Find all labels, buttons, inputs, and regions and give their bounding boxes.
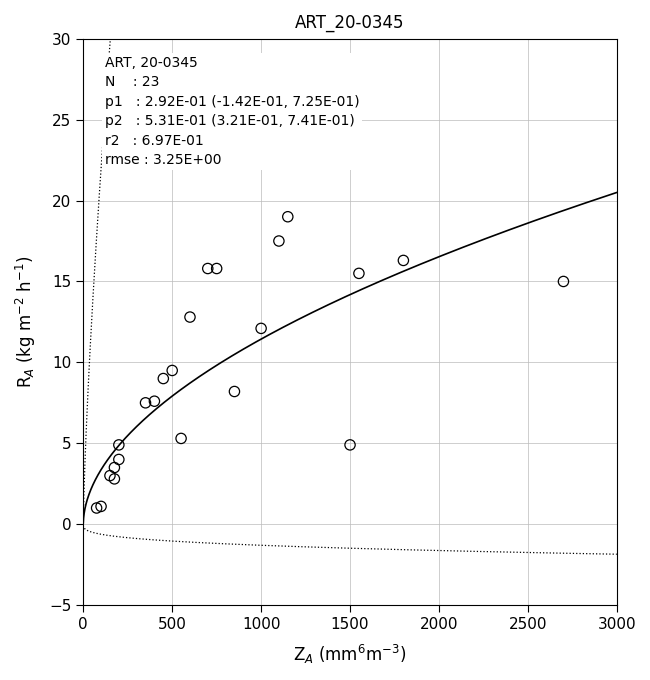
Point — [256, 323, 266, 334]
Point — [140, 397, 151, 408]
Point — [114, 454, 124, 465]
X-axis label: Z$_A$ (mm$^6$m$^{-3}$): Z$_A$ (mm$^6$m$^{-3}$) — [293, 643, 407, 666]
Point — [345, 439, 356, 450]
Point — [109, 462, 120, 473]
Point — [229, 386, 240, 397]
Point — [274, 235, 284, 246]
Text: ART, 20-0345
N    : 23
p1   : 2.92E-01 (-1.42E-01, 7.25E-01)
p2   : 5.31E-01 (3.: ART, 20-0345 N : 23 p1 : 2.92E-01 (-1.42… — [105, 56, 359, 167]
Point — [211, 263, 222, 274]
Title: ART_20-0345: ART_20-0345 — [295, 14, 405, 32]
Point — [92, 503, 102, 513]
Point — [158, 373, 168, 384]
Point — [185, 311, 195, 322]
Point — [558, 276, 569, 287]
Point — [114, 439, 124, 450]
Point — [105, 470, 115, 481]
Point — [167, 365, 177, 376]
Point — [283, 211, 293, 222]
Point — [354, 268, 364, 279]
Point — [150, 396, 160, 407]
Point — [203, 263, 213, 274]
Point — [176, 433, 187, 444]
Y-axis label: R$_A$ (kg m$^{-2}$ h$^{-1}$): R$_A$ (kg m$^{-2}$ h$^{-1}$) — [14, 256, 38, 388]
Point — [109, 473, 120, 484]
Point — [398, 255, 409, 266]
Point — [96, 501, 106, 512]
